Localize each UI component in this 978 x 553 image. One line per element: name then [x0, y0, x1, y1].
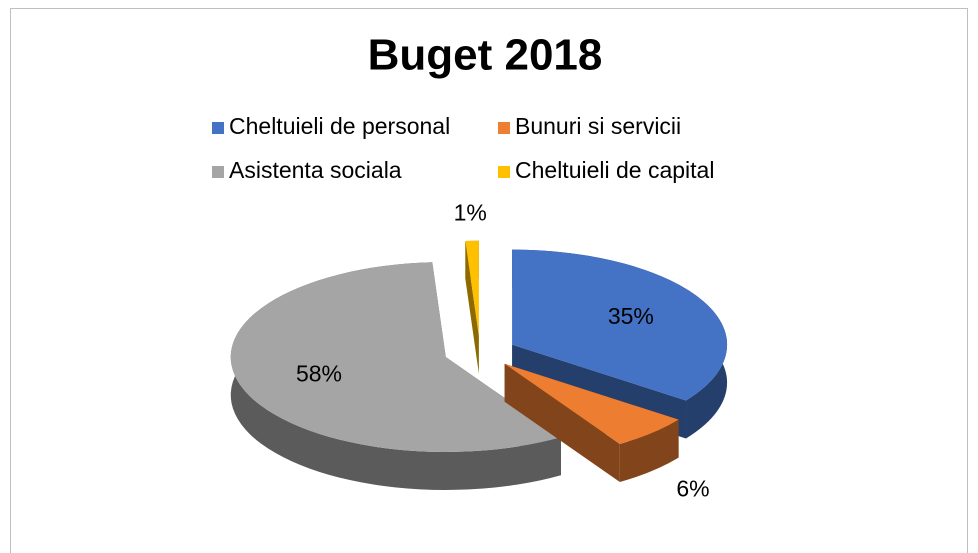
legend-swatch: [212, 166, 224, 178]
slice-side: [619, 419, 679, 483]
legend-swatch: [498, 166, 510, 178]
chart-title: Buget 2018: [368, 31, 603, 80]
legend-label: Cheltuieli de personal: [229, 113, 450, 139]
data-label: 35%: [608, 303, 654, 329]
legend-label: Bunuri si servicii: [515, 113, 681, 139]
pie-slice: [230, 262, 561, 453]
legend-label: Cheltuieli de capital: [515, 157, 714, 183]
pie-slice: [512, 249, 728, 401]
slice-wall: [504, 363, 620, 483]
data-label: 6%: [676, 476, 709, 502]
data-label: 58%: [296, 360, 342, 386]
pie-slice: [465, 240, 479, 336]
pie-slice: [504, 363, 679, 445]
legend-swatch: [498, 122, 510, 134]
legend-swatch: [212, 122, 224, 134]
data-label: 1%: [454, 199, 487, 225]
legend-label: Asistenta sociala: [229, 157, 402, 183]
